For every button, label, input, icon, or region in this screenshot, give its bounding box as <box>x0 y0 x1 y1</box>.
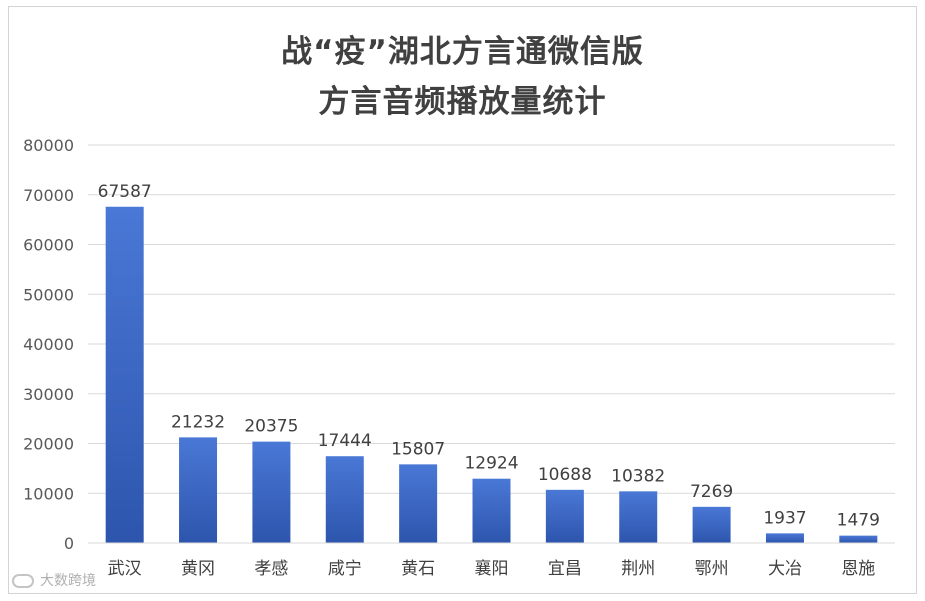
bar-6 <box>472 478 511 543</box>
bars <box>105 206 878 543</box>
bar-2 <box>179 437 218 543</box>
chart-title-line1: 战“疫”湖北方言通微信版 <box>281 34 644 70</box>
category-label: 襄阳 <box>475 558 509 579</box>
data-label: 10688 <box>538 465 592 485</box>
bar-10 <box>765 533 804 543</box>
y-tick-label: 60000 <box>23 236 74 255</box>
chart-frame <box>8 6 917 594</box>
bar-7 <box>545 489 584 543</box>
data-label: 17444 <box>318 431 372 451</box>
category-label: 鄂州 <box>695 559 729 579</box>
y-tick-label: 10000 <box>23 484 74 503</box>
category-label: 宜昌 <box>548 559 582 579</box>
data-label: 10382 <box>611 466 665 486</box>
watermark: 大数跨境 <box>12 570 96 590</box>
gridlines <box>88 144 895 494</box>
x-axis-category-labels: 武汉 黄冈 孝感 咸宁 黄石 襄阳 宜昌 荆州 鄂州 大冶 恩施 <box>108 558 876 579</box>
data-label: 20375 <box>244 417 298 437</box>
category-label: 孝感 <box>254 559 288 579</box>
bar-5 <box>399 464 438 543</box>
bar-8 <box>619 491 658 543</box>
category-label: 黄石 <box>401 559 435 579</box>
watermark-logo-icon <box>12 574 34 588</box>
bar-1 <box>105 206 144 543</box>
data-label: 21232 <box>171 412 225 432</box>
y-tick-label: 40000 <box>23 335 74 354</box>
data-labels: 67587 21232 20375 17444 15807 12924 10688 10382… <box>98 182 880 531</box>
data-label: 1479 <box>837 511 880 531</box>
bar-4 <box>325 456 364 543</box>
bar-9 <box>692 506 731 543</box>
category-label: 咸宁 <box>328 559 362 579</box>
data-label: 67587 <box>98 182 152 202</box>
y-tick-label: 70000 <box>23 186 74 205</box>
category-label: 恩施 <box>841 559 875 579</box>
data-label: 15807 <box>391 439 445 459</box>
chart-title-line2: 方言音频播放量统计 <box>318 84 607 120</box>
data-label: 7269 <box>690 482 733 502</box>
y-axis-tick-labels: 0 10000 20000 30000 40000 50000 60000 70000 8000… <box>23 136 74 553</box>
category-label: 黄冈 <box>181 559 215 579</box>
y-tick-label: 30000 <box>23 385 74 404</box>
data-label: 12924 <box>464 454 518 474</box>
category-label: 大冶 <box>768 559 802 579</box>
y-tick-label: 80000 <box>23 136 74 155</box>
category-label: 荆州 <box>621 559 655 579</box>
y-tick-label: 0 <box>64 534 74 553</box>
y-tick-label: 50000 <box>23 285 74 304</box>
data-label: 1937 <box>763 508 806 528</box>
bar-11 <box>839 535 878 543</box>
watermark-text: 大数跨境 <box>40 573 96 589</box>
bar-3 <box>252 441 291 543</box>
category-label: 武汉 <box>108 559 142 579</box>
y-tick-label: 20000 <box>23 435 74 454</box>
